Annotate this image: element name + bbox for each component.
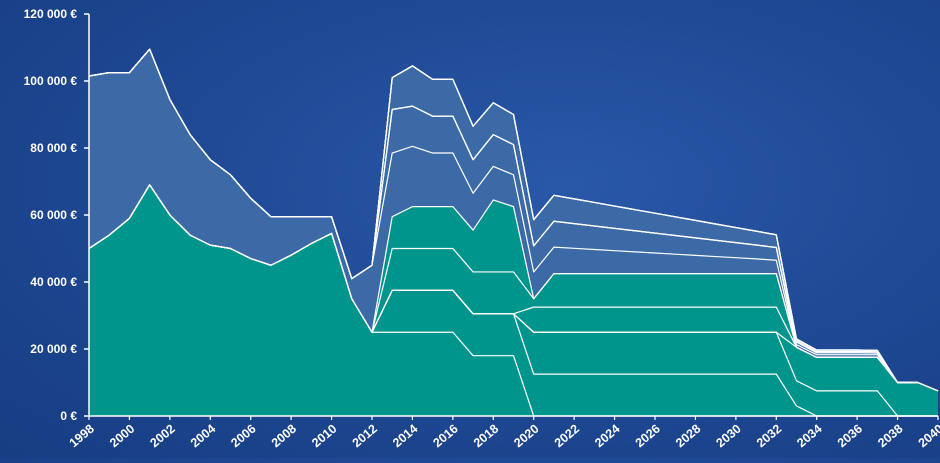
x-tick-label: 2032 xyxy=(754,422,784,451)
x-tick-label: 2038 xyxy=(875,422,905,451)
x-tick-label: 2014 xyxy=(390,422,420,451)
x-tick-label: 2000 xyxy=(107,422,137,451)
area-series-10 xyxy=(89,49,938,391)
y-tick-label: 80 000 € xyxy=(30,141,77,155)
y-tick-labels: 0 € 20 000 € 40 000 € 60 000 € 80 000 € 100 0… xyxy=(24,7,89,423)
area-series-6 xyxy=(89,184,938,391)
y-tick-label: 40 000 € xyxy=(30,275,77,289)
x-tick-label: 2030 xyxy=(713,422,743,451)
x-tick-label: 2010 xyxy=(309,422,339,451)
area-outline-16 xyxy=(88,48,939,392)
x-tick-label: 2018 xyxy=(471,422,501,451)
x-tick-label: 2024 xyxy=(592,422,622,451)
x-tick-label: 2022 xyxy=(552,422,582,451)
chart-areas xyxy=(89,49,938,416)
x-tick-label: 2016 xyxy=(430,422,460,451)
y-tick-label: 60 000 € xyxy=(30,208,77,222)
x-tick-label: 2040 xyxy=(916,422,940,451)
x-tick-label: 2008 xyxy=(269,422,299,451)
x-tick-label: 2012 xyxy=(350,422,380,451)
x-tick-label: 2002 xyxy=(147,422,177,451)
y-tick-label: 0 € xyxy=(60,409,77,423)
area-series-3 xyxy=(89,184,938,416)
x-tick-labels: 1998 2000 2002 2004 2006 2008 2010 2012 2014 2016… xyxy=(67,416,940,450)
area-series-1 xyxy=(89,184,938,416)
area-series-7 xyxy=(89,184,938,391)
x-tick-label: 2026 xyxy=(633,422,663,451)
x-tick-label: 2036 xyxy=(835,422,865,451)
x-tick-label: 1998 xyxy=(67,422,97,451)
x-tick-label: 2006 xyxy=(228,422,258,451)
x-tick-label: 2020 xyxy=(511,422,541,451)
y-tick-label: 100 000 € xyxy=(24,74,78,88)
x-tick-label: 2034 xyxy=(794,422,824,451)
y-tick-label: 120 000 € xyxy=(24,7,78,21)
x-tick-label: 2004 xyxy=(188,422,218,451)
x-tick-label: 2028 xyxy=(673,422,703,451)
area-series-8 xyxy=(89,49,938,391)
chart-outlines xyxy=(88,48,939,417)
y-tick-label: 20 000 € xyxy=(30,342,77,356)
